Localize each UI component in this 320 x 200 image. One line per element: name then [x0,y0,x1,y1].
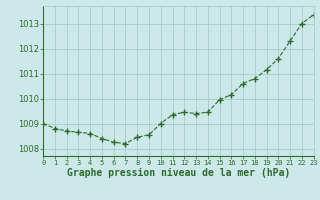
X-axis label: Graphe pression niveau de la mer (hPa): Graphe pression niveau de la mer (hPa) [67,168,290,178]
